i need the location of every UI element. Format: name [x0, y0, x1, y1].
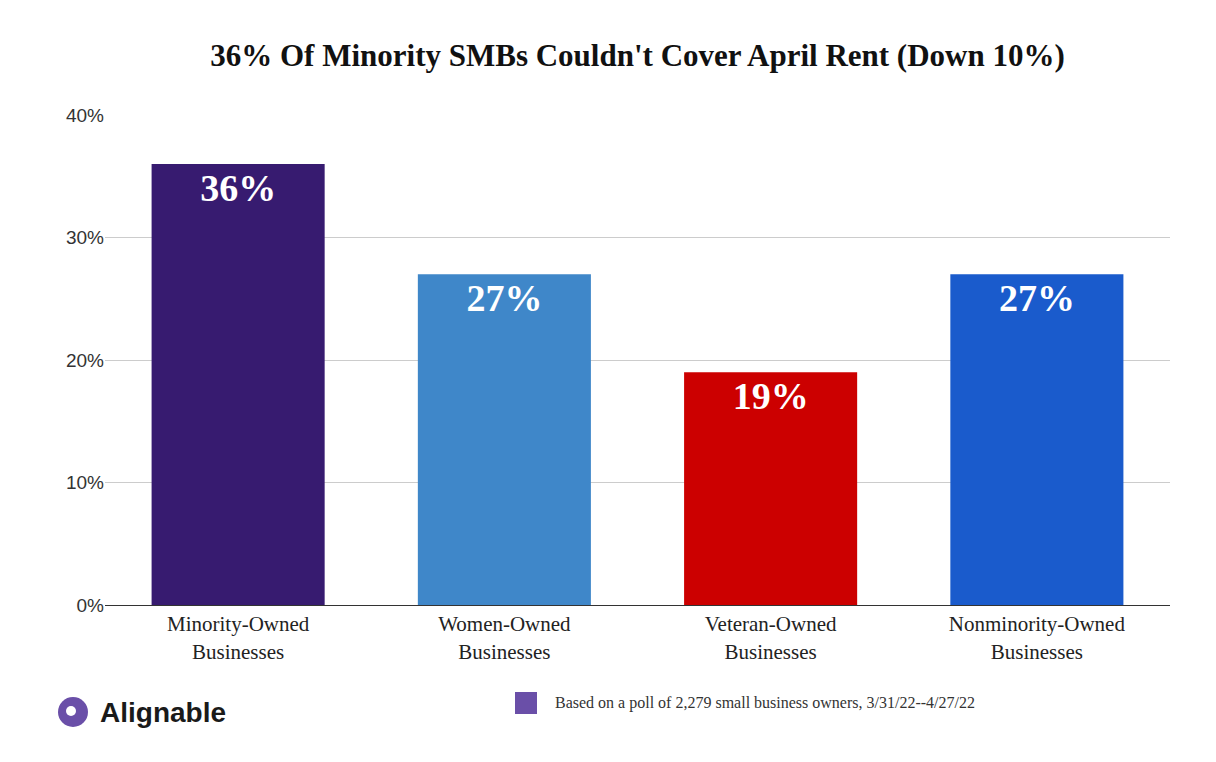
- svg-text:Minority-OwnedBusinesses: Minority-OwnedBusinesses: [167, 612, 310, 663]
- svg-text:36% Of Minority SMBs Couldn't: 36% Of Minority SMBs Couldn't Cover Apri…: [210, 38, 1065, 73]
- svg-text:30%: 30%: [66, 227, 104, 248]
- svg-text:Veteran-OwnedBusinesses: Veteran-OwnedBusinesses: [705, 612, 837, 663]
- svg-text:10%: 10%: [66, 472, 104, 493]
- svg-text:Nonminority-OwnedBusinesses: Nonminority-OwnedBusinesses: [949, 612, 1126, 663]
- svg-text:Alignable: Alignable: [100, 697, 226, 728]
- svg-text:36%: 36%: [200, 167, 276, 209]
- svg-text:20%: 20%: [66, 350, 104, 371]
- svg-text:Based on a poll of 2,279 small: Based on a poll of 2,279 small business …: [555, 694, 975, 712]
- svg-text:40%: 40%: [66, 105, 104, 126]
- svg-text:19%: 19%: [733, 375, 809, 417]
- svg-text:27%: 27%: [999, 277, 1075, 319]
- svg-text:27%: 27%: [466, 277, 542, 319]
- svg-text:Women-OwnedBusinesses: Women-OwnedBusinesses: [438, 612, 571, 663]
- svg-text:0%: 0%: [77, 595, 105, 616]
